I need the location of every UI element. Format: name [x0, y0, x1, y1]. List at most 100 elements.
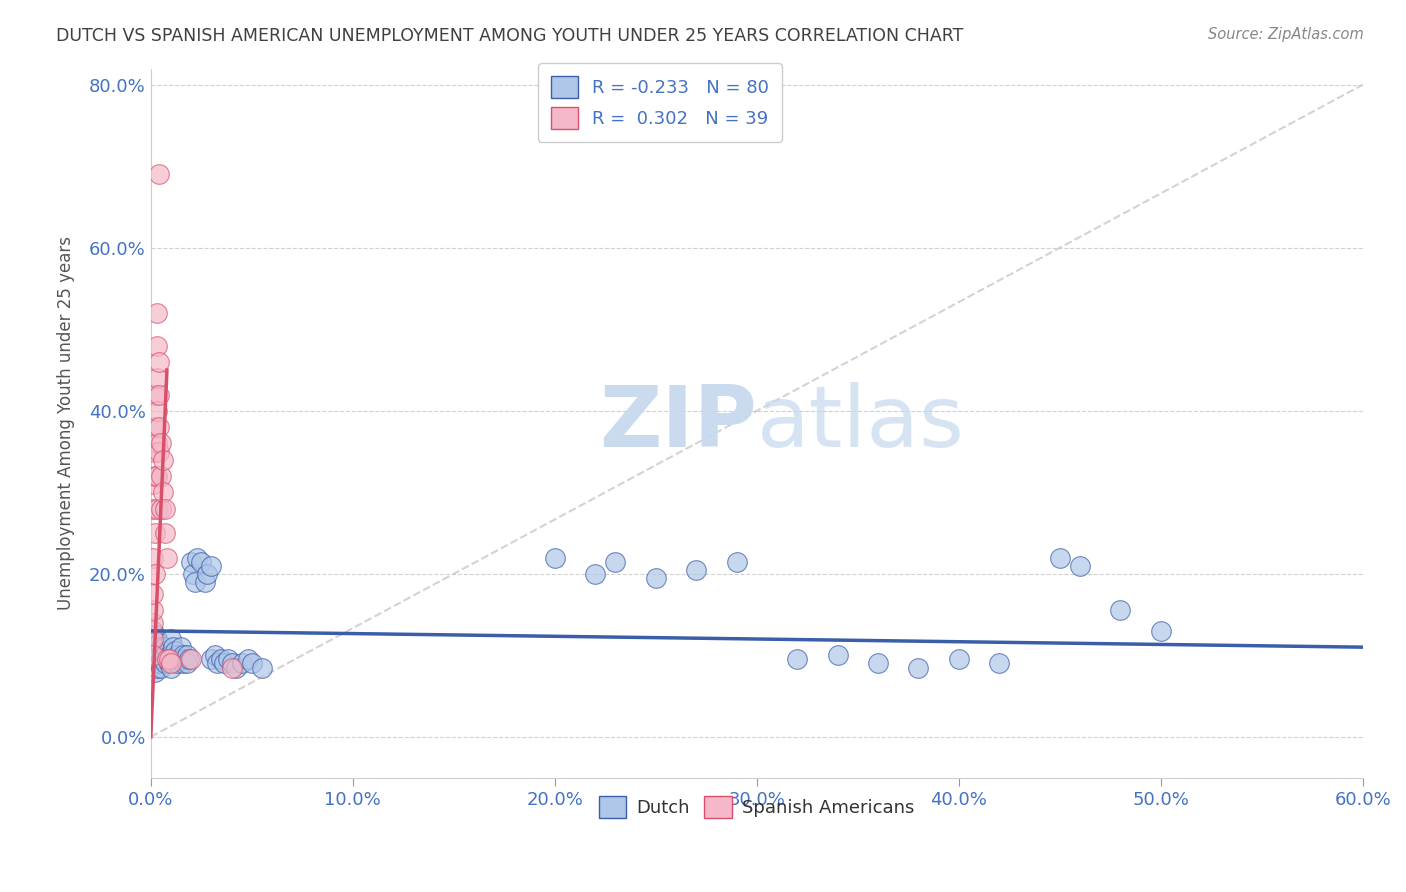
Y-axis label: Unemployment Among Youth under 25 years: Unemployment Among Youth under 25 years	[58, 236, 75, 610]
Point	[163, 652, 186, 666]
Point	[200, 652, 222, 666]
Point	[162, 652, 184, 666]
Point	[156, 652, 179, 666]
Point	[195, 566, 218, 581]
Point	[148, 657, 170, 671]
Point	[146, 404, 169, 418]
Point	[225, 660, 247, 674]
Point	[190, 555, 212, 569]
Point	[142, 501, 165, 516]
Point	[143, 526, 166, 541]
Point	[827, 648, 849, 663]
Point	[194, 574, 217, 589]
Point	[605, 555, 627, 569]
Point	[181, 566, 204, 581]
Point	[988, 657, 1011, 671]
Point	[866, 657, 889, 671]
Point	[236, 652, 259, 666]
Legend: Dutch, Spanish Americans: Dutch, Spanish Americans	[592, 789, 922, 825]
Point	[172, 657, 194, 671]
Text: atlas: atlas	[756, 382, 965, 465]
Point	[153, 526, 176, 541]
Point	[170, 640, 193, 655]
Point	[143, 628, 166, 642]
Point	[156, 652, 179, 666]
Point	[142, 624, 165, 638]
Point	[221, 657, 243, 671]
Point	[207, 657, 229, 671]
Point	[142, 652, 165, 666]
Point	[142, 640, 165, 655]
Point	[146, 436, 169, 450]
Point	[186, 550, 208, 565]
Point	[143, 665, 166, 679]
Point	[156, 644, 179, 658]
Point	[211, 652, 233, 666]
Point	[143, 566, 166, 581]
Point	[143, 648, 166, 663]
Text: Source: ZipAtlas.com: Source: ZipAtlas.com	[1208, 27, 1364, 42]
Point	[146, 632, 169, 646]
Point	[142, 648, 165, 663]
Point	[217, 652, 239, 666]
Point	[148, 420, 170, 434]
Point	[907, 660, 929, 674]
Point	[221, 660, 243, 674]
Point	[685, 563, 707, 577]
Point	[180, 652, 202, 666]
Point	[149, 660, 172, 674]
Point	[1049, 550, 1071, 565]
Point	[142, 477, 165, 491]
Point	[143, 444, 166, 458]
Point	[146, 660, 169, 674]
Point	[170, 652, 193, 666]
Point	[149, 652, 172, 666]
Point	[176, 657, 198, 671]
Point	[179, 652, 201, 666]
Point	[157, 652, 180, 666]
Point	[544, 550, 567, 565]
Point	[148, 168, 170, 182]
Point	[148, 387, 170, 401]
Point	[180, 555, 202, 569]
Point	[231, 657, 253, 671]
Point	[142, 615, 165, 630]
Point	[644, 571, 666, 585]
Point	[152, 652, 174, 666]
Point	[153, 648, 176, 663]
Point	[212, 657, 235, 671]
Point	[204, 648, 226, 663]
Point	[146, 652, 169, 666]
Point	[149, 436, 172, 450]
Point	[725, 555, 748, 569]
Point	[143, 657, 166, 671]
Point	[152, 485, 174, 500]
Point	[160, 657, 183, 671]
Point	[146, 644, 169, 658]
Point	[142, 587, 165, 601]
Point	[148, 444, 170, 458]
Point	[148, 636, 170, 650]
Point	[153, 640, 176, 655]
Point	[146, 501, 169, 516]
Point	[153, 501, 176, 516]
Point	[148, 355, 170, 369]
Point	[143, 469, 166, 483]
Point	[163, 644, 186, 658]
Point	[149, 501, 172, 516]
Point	[240, 657, 263, 671]
Point	[157, 657, 180, 671]
Point	[162, 640, 184, 655]
Point	[167, 652, 190, 666]
Point	[174, 652, 197, 666]
Point	[160, 648, 183, 663]
Point	[1109, 603, 1132, 617]
Point	[148, 648, 170, 663]
Point	[250, 660, 273, 674]
Point	[200, 558, 222, 573]
Point	[166, 657, 188, 671]
Point	[786, 652, 808, 666]
Point	[149, 469, 172, 483]
Point	[152, 644, 174, 658]
Point	[166, 648, 188, 663]
